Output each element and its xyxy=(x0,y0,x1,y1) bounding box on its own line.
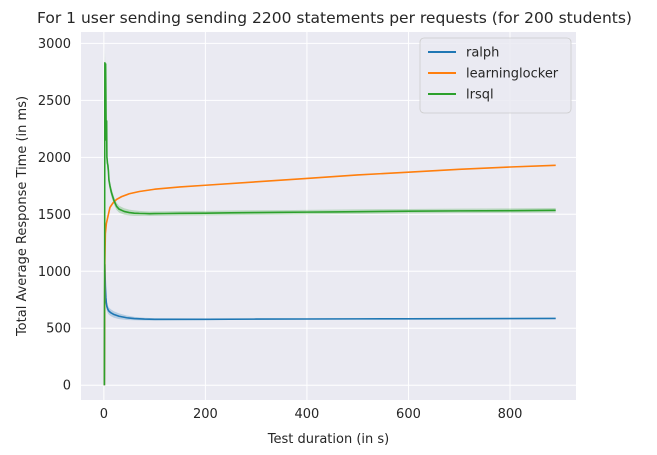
legend-label-ralph: ralph xyxy=(466,46,499,61)
legend-label-learninglocker: learninglocker xyxy=(466,67,559,82)
y-tick-label: 1000 xyxy=(38,265,71,280)
y-tick-label: 1500 xyxy=(38,208,71,223)
x-tick-label: 200 xyxy=(193,407,218,422)
y-tick-label: 3000 xyxy=(38,37,71,52)
x-tick-label: 800 xyxy=(498,407,523,422)
x-tick-label: 600 xyxy=(396,407,421,422)
y-tick-label: 0 xyxy=(63,379,71,394)
y-tick-label: 2000 xyxy=(38,151,71,166)
learninglocker-line xyxy=(103,164,556,386)
x-tick-label: 400 xyxy=(295,407,320,422)
y-axis-ticks: 0 500 1000 1500 2000 2500 3000 xyxy=(38,37,71,394)
x-axis-label: Test duration (in s) xyxy=(267,432,389,447)
chart-title: For 1 user sending sending 2200 statemen… xyxy=(37,9,632,27)
legend-label-lrsql: lrsql xyxy=(466,88,494,103)
y-tick-label: 500 xyxy=(46,322,71,337)
series-lines xyxy=(103,61,556,386)
x-tick-label: 0 xyxy=(100,407,108,422)
lrsql-line xyxy=(103,61,556,386)
legend: ralph learninglocker lrsql xyxy=(419,37,572,114)
ralph-line xyxy=(103,263,556,386)
y-axis-label: Total Average Response Time (in ms) xyxy=(15,96,30,337)
x-axis-ticks: 0 200 400 600 800 xyxy=(100,407,523,422)
y-tick-label: 2500 xyxy=(38,94,71,109)
legend-box xyxy=(419,37,572,114)
